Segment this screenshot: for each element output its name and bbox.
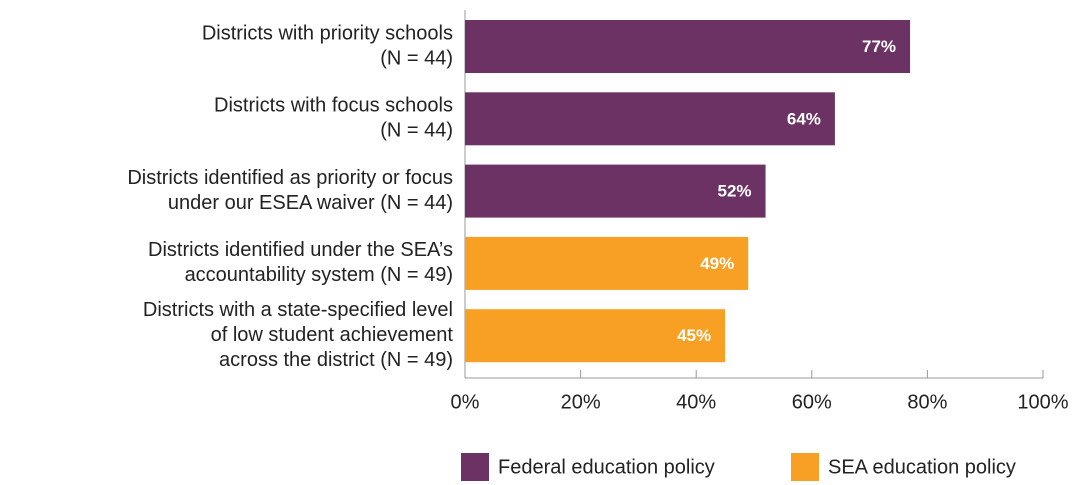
bar	[465, 236, 749, 290]
category-label: Districts with a state-specified level	[143, 299, 453, 321]
category-label: accountability system (N = 49)	[185, 264, 453, 286]
category-label: Districts with focus schools	[214, 95, 453, 117]
legend-swatch	[461, 453, 489, 481]
category-label: Districts identified as priority or focu…	[127, 167, 453, 189]
x-tick-label: 100%	[1017, 391, 1068, 413]
category-label: Districts with priority schools	[202, 22, 453, 44]
x-tick-label: 0%	[451, 391, 480, 413]
category-label: (N = 44)	[380, 47, 453, 69]
category-label: under our ESEA waiver (N = 44)	[168, 192, 453, 214]
bar	[465, 309, 726, 363]
category-label: (N = 44)	[380, 120, 453, 142]
bar	[465, 164, 766, 218]
value-label: 77%	[862, 37, 896, 56]
value-label: 49%	[700, 254, 734, 273]
bar	[465, 20, 911, 73]
category-label: of low student achievement	[211, 324, 454, 346]
value-label: 64%	[787, 109, 821, 128]
legend-swatch	[791, 453, 819, 481]
x-tick-label: 60%	[792, 391, 832, 413]
value-label: 52%	[718, 182, 752, 201]
legend-label: SEA education policy	[828, 456, 1016, 478]
legend-label: Federal education policy	[498, 456, 715, 478]
x-tick-label: 80%	[907, 391, 947, 413]
category-label: across the district (N = 49)	[219, 349, 453, 371]
value-label: 45%	[677, 326, 711, 345]
category-label: Districts identified under the SEA’s	[148, 239, 453, 261]
x-tick-label: 40%	[676, 391, 716, 413]
bar	[465, 92, 835, 146]
x-tick-label: 20%	[561, 391, 601, 413]
